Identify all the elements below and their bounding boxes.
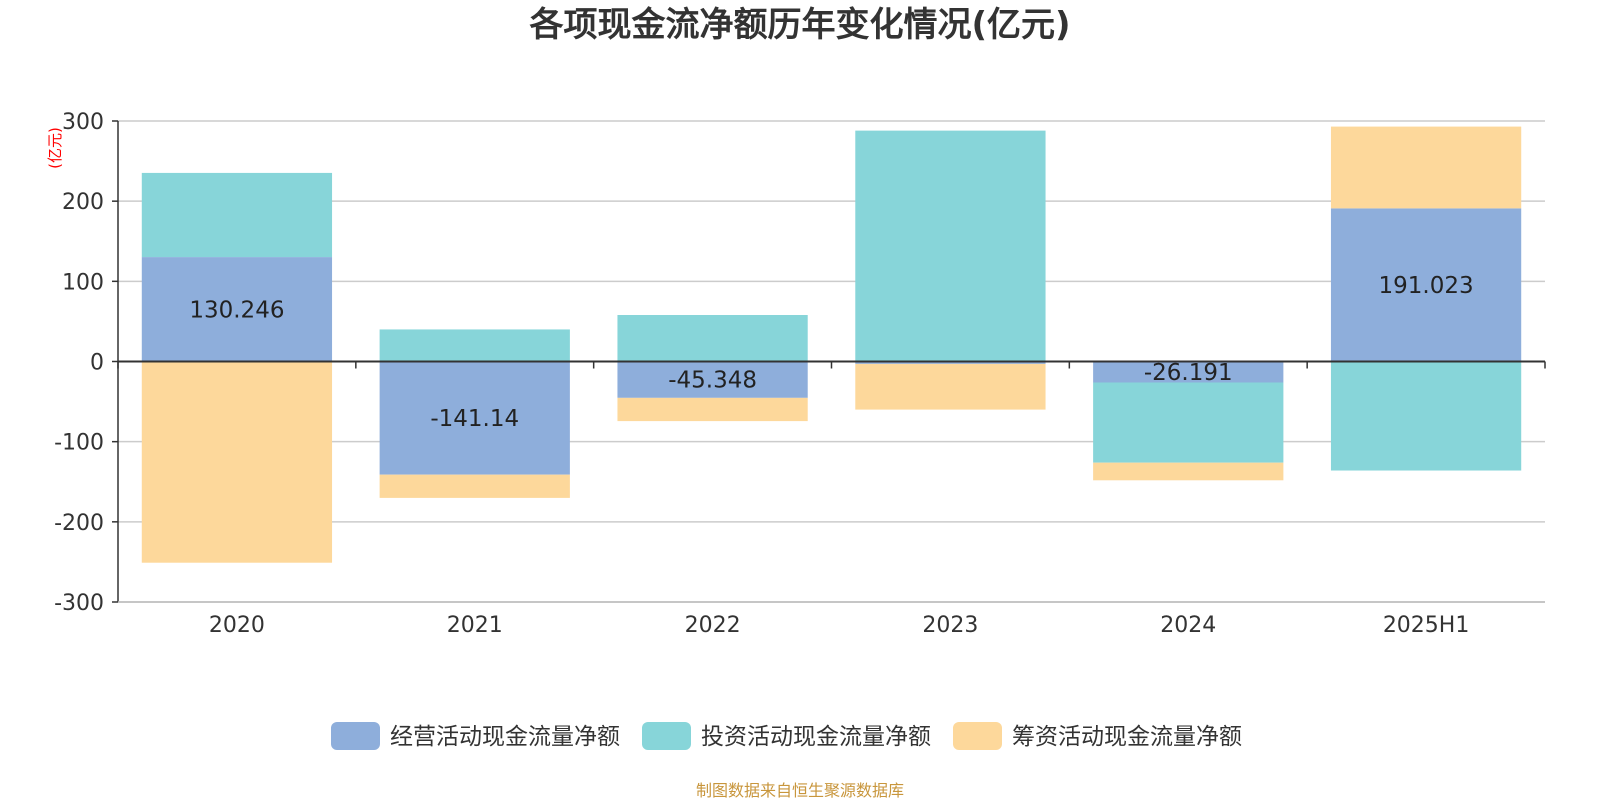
bar-segment [617, 397, 808, 422]
x-tick-label: 2020 [209, 613, 265, 638]
bar-data-label: 130.246 [189, 297, 284, 323]
bar-data-label: 191.023 [1379, 273, 1474, 299]
bar-data-label: -26.191 [1144, 360, 1233, 386]
bar-segment [379, 329, 570, 362]
y-tick-label: 200 [62, 190, 104, 215]
bar-segment [1093, 361, 1284, 383]
legend: 经营活动现金流量净额 投资活动现金流量净额 筹资活动现金流量净额 [331, 722, 1242, 750]
y-axis-unit-label: (亿元) [46, 127, 64, 169]
bar-segment [1330, 361, 1522, 471]
legend-label: 筹资活动现金流量净额 [1012, 724, 1242, 750]
y-tick-label: -200 [54, 511, 104, 536]
data-labels: 130.246 -141.14 -45.348 -26.191 191.023 [189, 273, 1473, 432]
y-tick-label: -100 [54, 431, 104, 456]
legend-swatch [331, 722, 380, 750]
bar-segment [379, 474, 570, 498]
x-tick-label: 2022 [685, 613, 741, 638]
x-tick-label: 2023 [922, 613, 978, 638]
bar-segment [141, 361, 333, 563]
bar-data-label: -141.14 [430, 406, 519, 432]
y-tick-label: -300 [54, 591, 104, 616]
bar-data-label: -45.348 [668, 368, 757, 394]
bar-segment [1093, 382, 1284, 463]
x-tick-label: 2024 [1160, 613, 1216, 638]
x-tick-label: 2025H1 [1383, 613, 1470, 638]
x-tick-label: 2021 [447, 613, 503, 638]
bar-segment [855, 361, 1046, 364]
legend-swatch [642, 722, 691, 750]
y-tick-label: 100 [62, 270, 104, 295]
bars [141, 126, 1522, 563]
bar-segment [141, 172, 333, 258]
bar-segment [855, 363, 1046, 410]
legend-label: 投资活动现金流量净额 [701, 724, 931, 750]
y-tick-label: 300 [62, 110, 104, 135]
bar-segment [1330, 126, 1522, 209]
chart-title: 各项现金流净额历年变化情况(亿元) [529, 5, 1070, 45]
axes: 300 200 100 0 -100 -200 -300 2020 2021 2022 2023 20… [54, 110, 1546, 638]
legend-swatch [953, 722, 1002, 750]
source-note: 制图数据来自恒生聚源数据库 [696, 781, 904, 800]
y-tick-label: 0 [90, 351, 104, 376]
bar-segment [1330, 208, 1522, 362]
bar-segment [1093, 462, 1284, 481]
bar-segment [141, 257, 333, 362]
legend-label: 经营活动现金流量净额 [390, 724, 620, 750]
bar-segment [379, 361, 570, 475]
bar-segment [617, 361, 808, 398]
bar-segment [855, 130, 1046, 362]
bar-segment [617, 315, 808, 362]
